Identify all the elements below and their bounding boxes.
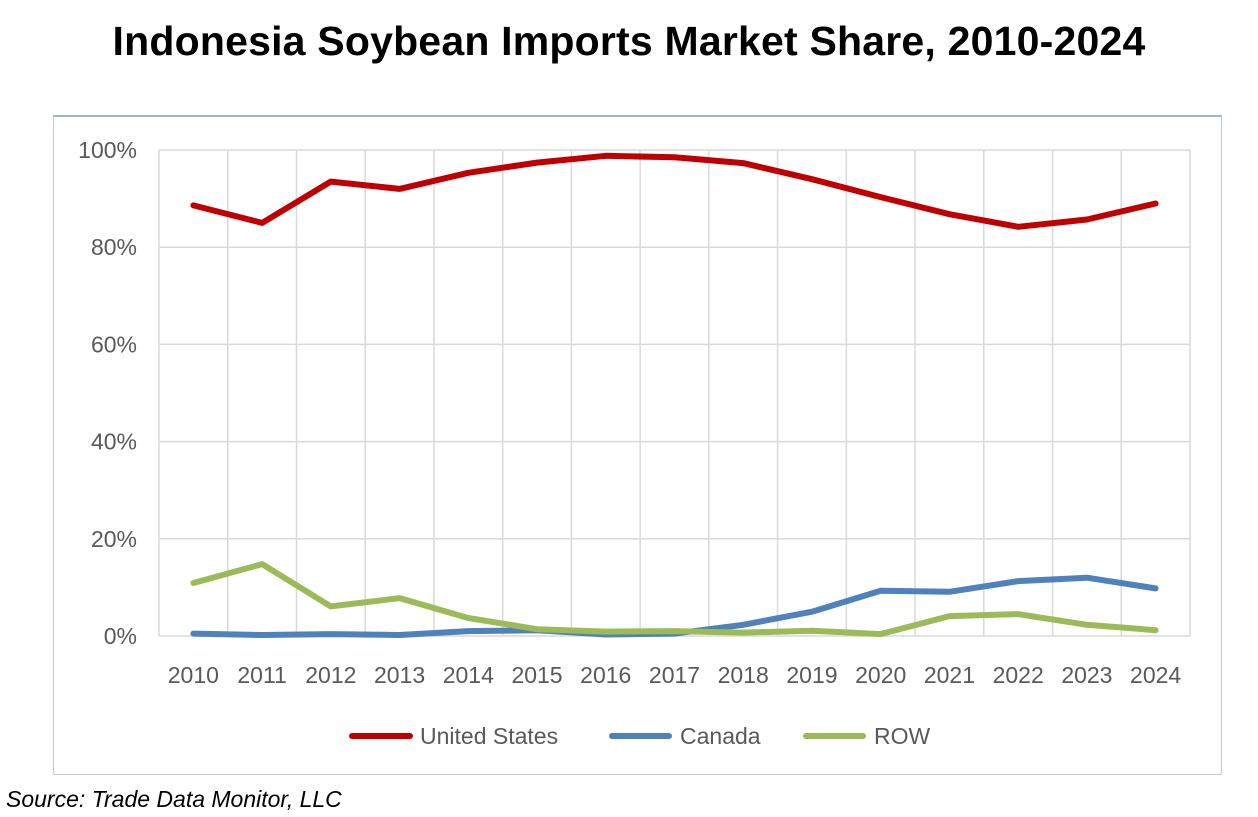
source-note: Source: Trade Data Monitor, LLC [6,786,342,812]
x-tick-label: 2018 [718,662,769,688]
grid-lines [158,149,1191,637]
x-tick-label: 2024 [1130,662,1181,688]
y-tick-label: 0% [104,623,137,649]
x-tick-label: 2021 [924,662,975,688]
y-axis-ticks: 0% 20% 40% 60% 80% 100% [78,137,137,649]
y-tick-label: 80% [91,234,137,260]
x-tick-label: 2017 [649,662,700,688]
x-tick-label: 2011 [237,662,286,688]
y-tick-label: 40% [91,429,137,455]
chart-title: Indonesia Soybean Imports Market Share, … [112,18,1146,64]
x-tick-label: 2014 [443,662,494,688]
x-tick-label: 2015 [511,662,562,688]
x-tick-label: 2013 [374,662,425,688]
x-tick-label: 2016 [580,662,631,688]
legend-label-canada: Canada [680,723,761,749]
x-axis-ticks: 2010 2011 2012 2013 2014 2015 2016 2017 2018 2019… [168,662,1182,688]
y-tick-label: 100% [78,137,137,163]
legend-label-row: ROW [874,723,931,749]
x-tick-label: 2020 [855,662,906,688]
chart-frame [53,115,1222,775]
y-tick-label: 20% [91,526,137,552]
series-line-united-states [190,152,1159,230]
x-tick-label: 2012 [305,662,356,688]
x-tick-label: 2022 [993,662,1044,688]
x-tick-label: 2023 [1061,662,1112,688]
series-lines [190,152,1159,638]
legend: United States Canada ROW [349,723,931,749]
series-line-row [190,561,1159,638]
x-tick-label: 2010 [168,662,219,688]
y-tick-label: 60% [91,331,137,357]
legend-label-united-states: United States [420,723,558,749]
x-tick-label: 2019 [786,662,837,688]
